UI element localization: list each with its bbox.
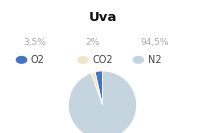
Text: 3,5%: 3,5%	[23, 38, 46, 47]
Text: 94,5%: 94,5%	[140, 38, 168, 47]
Text: N2: N2	[147, 55, 160, 65]
Wedge shape	[68, 71, 136, 133]
Text: Uva: Uva	[88, 11, 116, 24]
Circle shape	[16, 57, 27, 63]
Wedge shape	[91, 72, 102, 105]
Circle shape	[133, 57, 143, 63]
Text: CO2: CO2	[92, 55, 112, 65]
Text: O2: O2	[31, 55, 44, 65]
Circle shape	[78, 57, 88, 63]
Wedge shape	[95, 71, 102, 105]
Text: 2%: 2%	[85, 38, 99, 47]
